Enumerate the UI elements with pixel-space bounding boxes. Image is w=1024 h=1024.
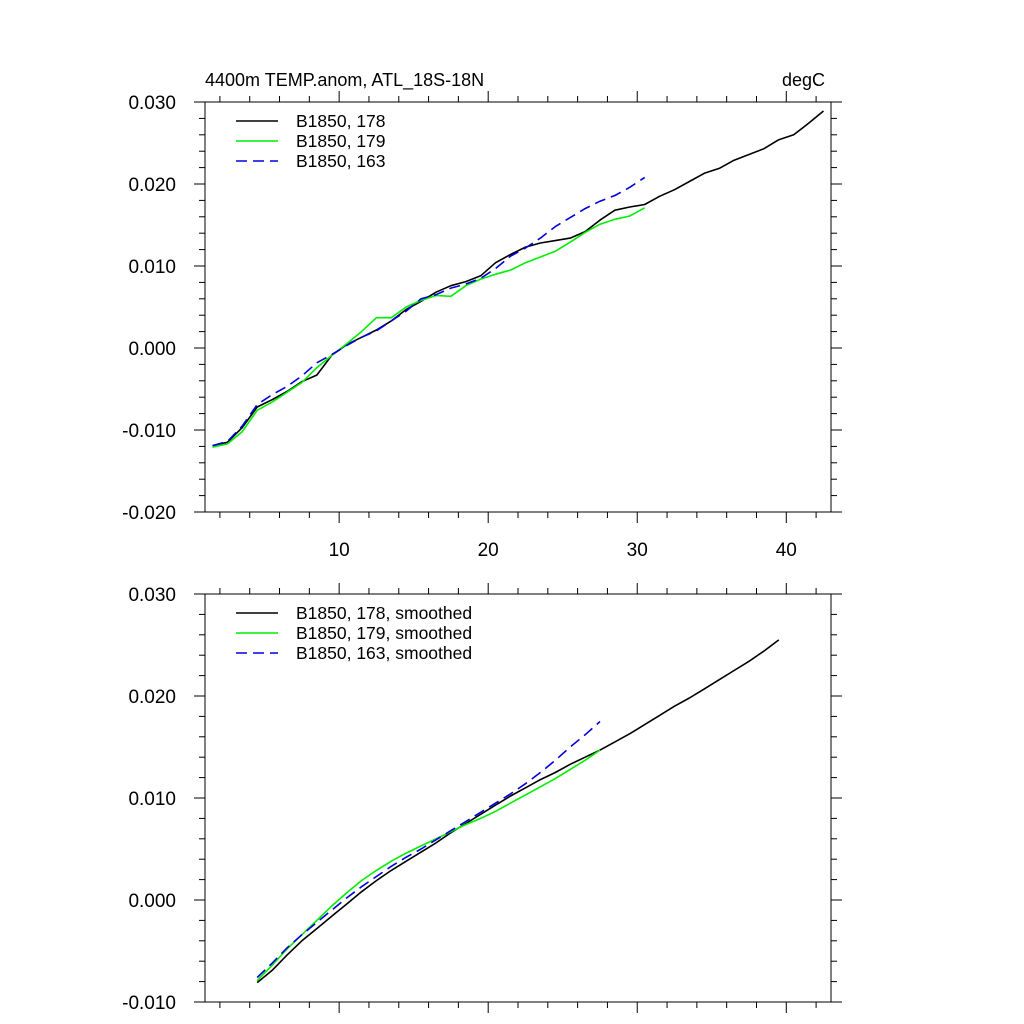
y-tick-label: 0.030 xyxy=(128,93,176,114)
chart-panel-1: 10 20 30 40 -0.020 -0.010 0.000 0.010 0.020 0.030… xyxy=(122,70,842,561)
y-tick-label: -0.010 xyxy=(122,993,176,1014)
x-tick-label: 20 xyxy=(478,540,499,561)
series-line-1 xyxy=(212,110,825,447)
y-tick-label: -0.010 xyxy=(122,421,176,442)
chart-panel-2: -0.010 0.000 0.010 0.020 0.030 B1850, 178, sm… xyxy=(122,583,842,1014)
x-tick-label: 10 xyxy=(329,540,350,561)
series-line-2 xyxy=(256,749,601,982)
series-group xyxy=(212,110,825,448)
y-tick-label: 0.030 xyxy=(128,585,176,606)
series-line-3 xyxy=(212,176,646,447)
y-tick-label: 0.020 xyxy=(128,175,176,196)
series-line-2 xyxy=(212,207,646,448)
y-tick-label: 0.000 xyxy=(128,891,176,912)
y-tick-label: 0.020 xyxy=(128,687,176,708)
series-group xyxy=(256,639,780,984)
series-line-1 xyxy=(256,639,780,984)
x-tick-label: 40 xyxy=(776,540,797,561)
chart-units: degC xyxy=(782,70,825,90)
y-tick-label: 0.010 xyxy=(128,789,176,810)
y-tick-label: 0.010 xyxy=(128,257,176,278)
legend-label-1: B1850, 178, smoothed xyxy=(296,603,472,623)
legend-label-3: B1850, 163, smoothed xyxy=(296,643,472,663)
legend-label-2: B1850, 179 xyxy=(296,131,386,151)
series-line-3 xyxy=(256,720,601,979)
x-tick-label: 30 xyxy=(627,540,648,561)
legend-label-2: B1850, 179, smoothed xyxy=(296,623,472,643)
legend-label-3: B1850, 163 xyxy=(296,151,386,171)
legend-label-1: B1850, 178 xyxy=(296,111,386,131)
y-tick-label: -0.020 xyxy=(122,503,176,524)
chart-title: 4400m TEMP.anom, ATL_18S-18N xyxy=(205,70,484,91)
y-tick-label: 0.000 xyxy=(128,339,176,360)
